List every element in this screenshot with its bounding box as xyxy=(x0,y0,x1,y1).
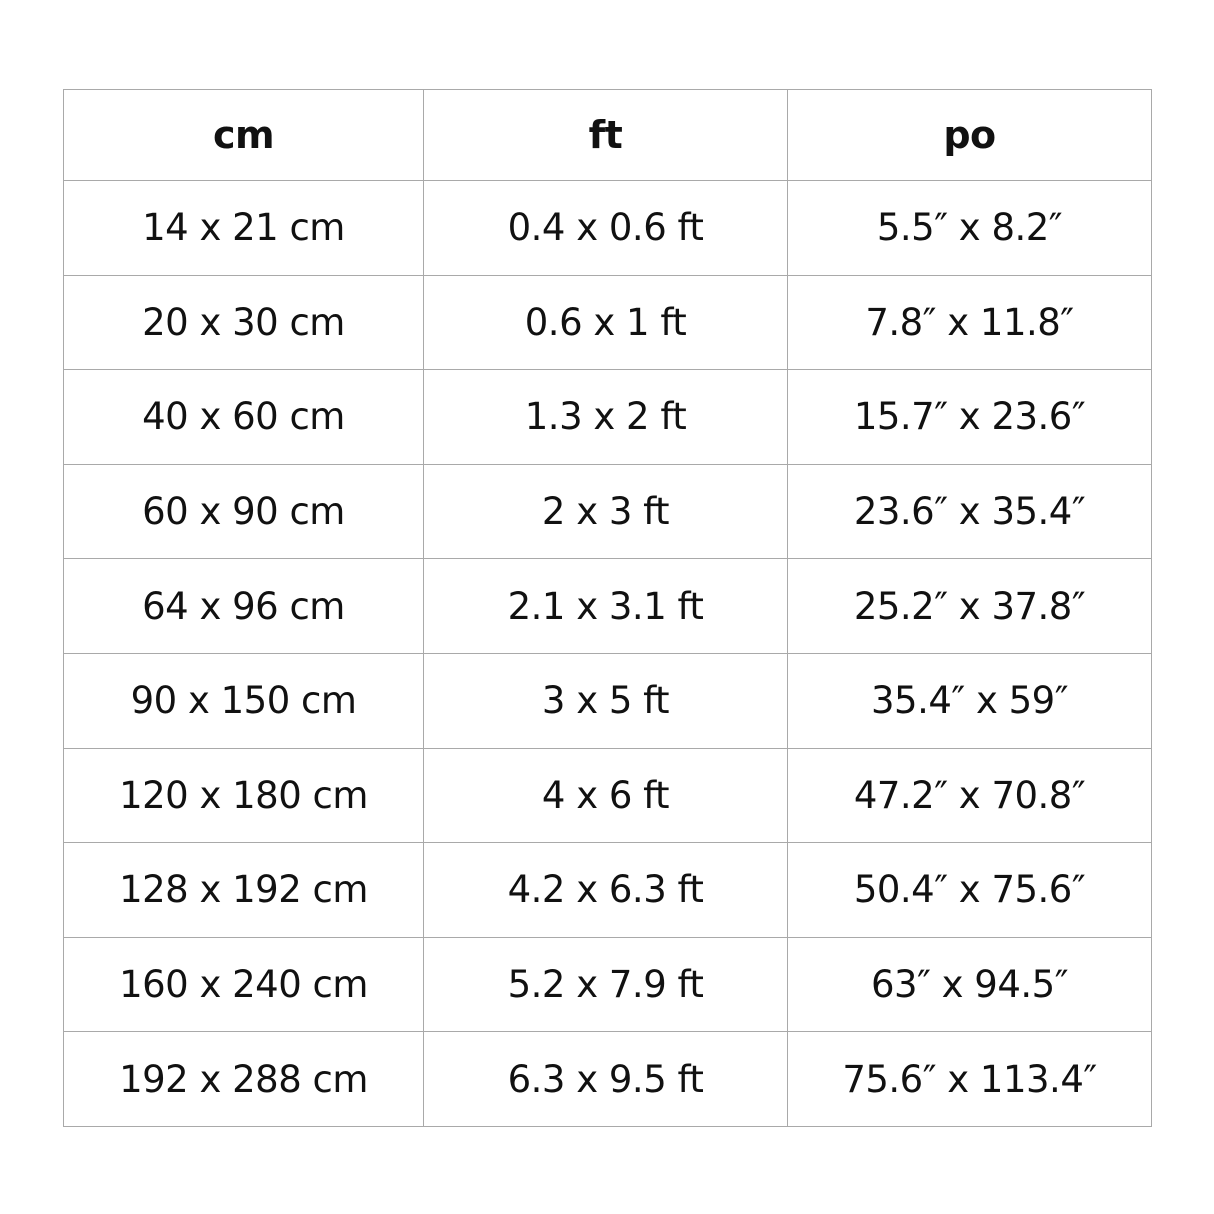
cell-po: 47.2″ x 70.8″ xyxy=(787,747,1152,844)
table-row: 90 x 150 cm 3 x 5 ft 35.4″ x 59″ xyxy=(63,652,1152,749)
cell-ft: 4 x 6 ft xyxy=(423,747,788,844)
cell-ft: 2.1 x 3.1 ft xyxy=(423,558,788,654)
table-row: 192 x 288 cm 6.3 x 9.5 ft 75.6″ x 113.4″ xyxy=(63,1031,1152,1127)
cell-po: 7.8″ x 11.8″ xyxy=(787,274,1152,371)
cell-po: 25.2″ x 37.8″ xyxy=(787,558,1152,654)
cell-ft: 6.3 x 9.5 ft xyxy=(423,1031,788,1127)
cell-cm: 14 x 21 cm xyxy=(63,180,424,276)
cell-ft: 2 x 3 ft xyxy=(423,463,788,560)
table-row: 120 x 180 cm 4 x 6 ft 47.2″ x 70.8″ xyxy=(63,747,1152,844)
cell-ft: 0.6 x 1 ft xyxy=(423,274,788,371)
cell-ft: 4.2 x 6.3 ft xyxy=(423,842,788,938)
cell-po: 63″ x 94.5″ xyxy=(787,936,1152,1033)
table-header: cm ft po xyxy=(63,89,1152,181)
cell-cm: 160 x 240 cm xyxy=(63,936,424,1033)
cell-ft: 1.3 x 2 ft xyxy=(423,369,788,465)
cell-po: 23.6″ x 35.4″ xyxy=(787,463,1152,560)
cell-cm: 60 x 90 cm xyxy=(63,463,424,560)
table-row: 14 x 21 cm 0.4 x 0.6 ft 5.5″ x 8.2″ xyxy=(63,180,1152,276)
cell-cm: 40 x 60 cm xyxy=(63,369,424,465)
cell-po: 35.4″ x 59″ xyxy=(787,652,1152,749)
header-cm: cm xyxy=(63,89,424,181)
cell-cm: 192 x 288 cm xyxy=(63,1031,424,1127)
header-ft: ft xyxy=(423,89,788,181)
cell-cm: 128 x 192 cm xyxy=(63,842,424,938)
table-row: 20 x 30 cm 0.6 x 1 ft 7.8″ x 11.8″ xyxy=(63,274,1152,371)
cell-cm: 20 x 30 cm xyxy=(63,274,424,371)
table-row: 128 x 192 cm 4.2 x 6.3 ft 50.4″ x 75.6″ xyxy=(63,842,1152,938)
table-body: 14 x 21 cm 0.4 x 0.6 ft 5.5″ x 8.2″ 20 x 30… xyxy=(63,180,1152,1127)
cell-cm: 64 x 96 cm xyxy=(63,558,424,654)
table-row: 160 x 240 cm 5.2 x 7.9 ft 63″ x 94.5″ xyxy=(63,936,1152,1033)
header-po: po xyxy=(787,89,1152,181)
cell-po: 75.6″ x 113.4″ xyxy=(787,1031,1152,1127)
size-conversion-table: cm ft po 14 x 21 cm 0.4 x 0.6 ft 5.5″ x 8.… xyxy=(63,89,1152,1127)
table-row: 60 x 90 cm 2 x 3 ft 23.6″ x 35.4″ xyxy=(63,463,1152,560)
cell-ft: 3 x 5 ft xyxy=(423,652,788,749)
header-row: cm ft po xyxy=(63,89,1152,181)
cell-cm: 90 x 150 cm xyxy=(63,652,424,749)
cell-po: 5.5″ x 8.2″ xyxy=(787,180,1152,276)
table-row: 64 x 96 cm 2.1 x 3.1 ft 25.2″ x 37.8″ xyxy=(63,558,1152,654)
cell-po: 50.4″ x 75.6″ xyxy=(787,842,1152,938)
cell-po: 15.7″ x 23.6″ xyxy=(787,369,1152,465)
cell-cm: 120 x 180 cm xyxy=(63,747,424,844)
cell-ft: 0.4 x 0.6 ft xyxy=(423,180,788,276)
cell-ft: 5.2 x 7.9 ft xyxy=(423,936,788,1033)
table-row: 40 x 60 cm 1.3 x 2 ft 15.7″ x 23.6″ xyxy=(63,369,1152,465)
